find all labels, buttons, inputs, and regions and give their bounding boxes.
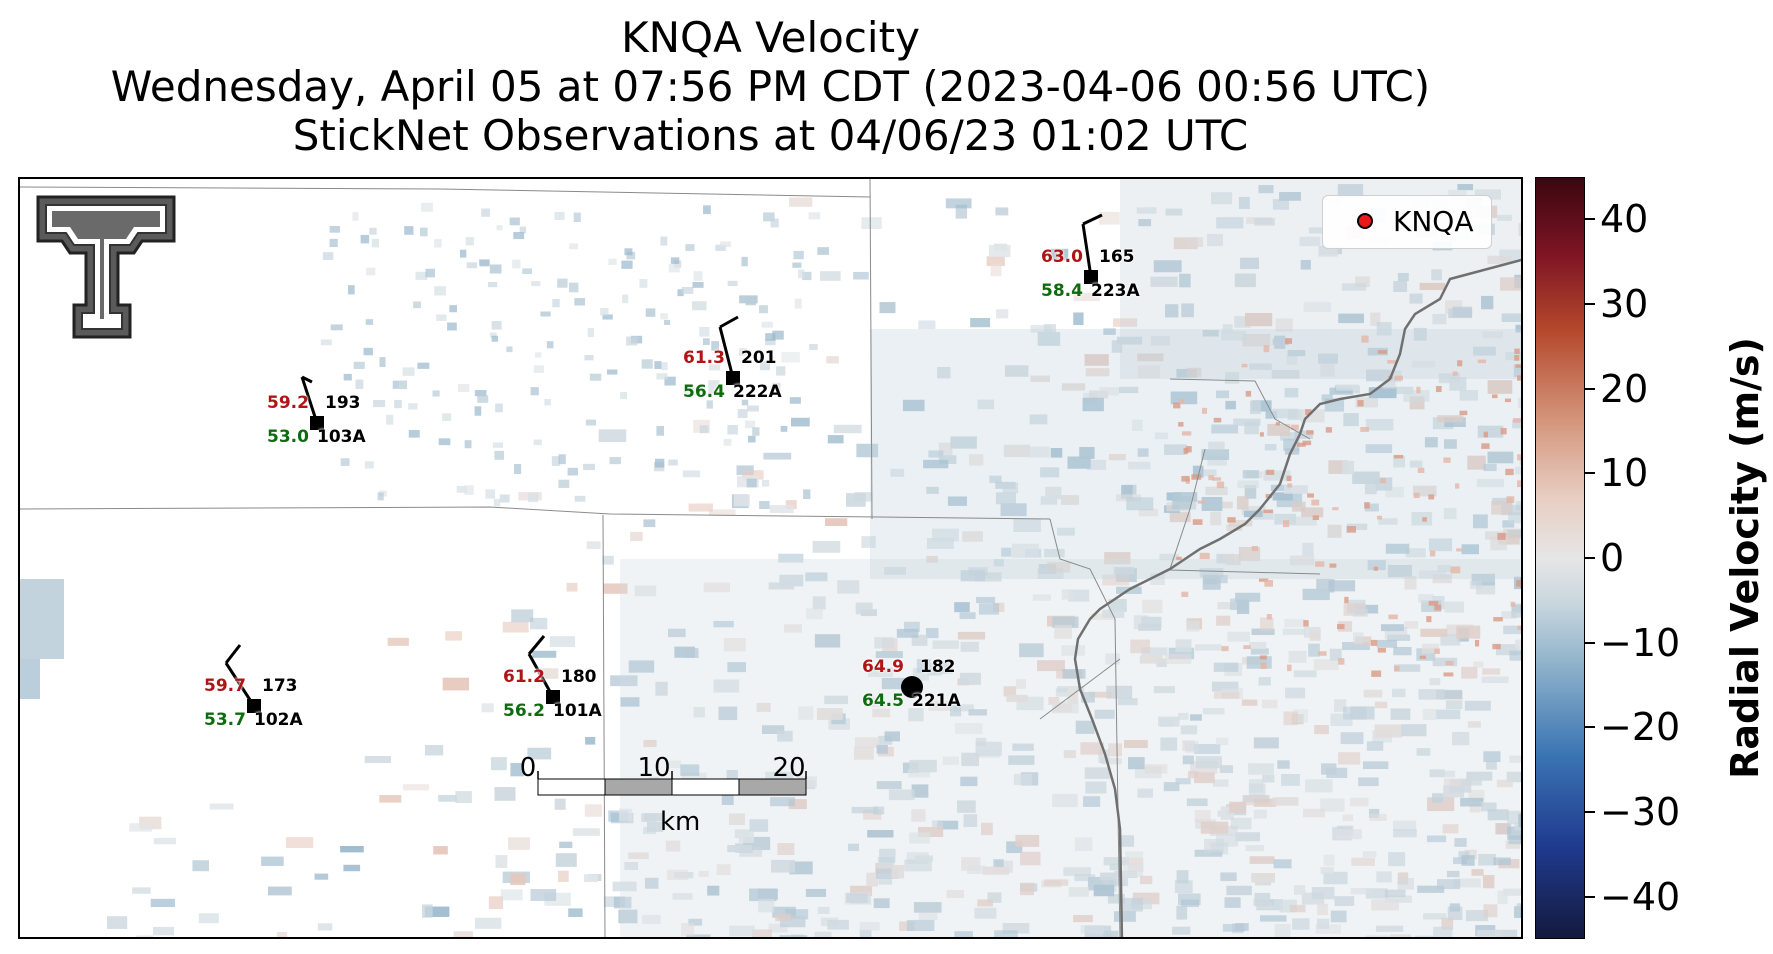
colorbar-tick-mark (1585, 895, 1595, 898)
wind-barb-flag (224, 644, 242, 664)
station-marker[interactable] (546, 690, 560, 704)
radar-site-marker[interactable] (901, 676, 923, 698)
station-temperature: 61.2 (503, 667, 545, 687)
colorbar-tick-label: −20 (1600, 705, 1681, 750)
legend-marker-icon (1357, 213, 1373, 229)
wind-barb-staff (300, 376, 319, 424)
scale-bar (537, 771, 807, 796)
station-id: 103A (317, 427, 366, 447)
colorbar-tick-label: 30 (1600, 282, 1649, 326)
scale-bar-tick-10: 10 (637, 753, 671, 783)
knqa-radar-site[interactable] (901, 676, 923, 698)
wind-barb-flag (719, 315, 739, 329)
state-boundary (1073, 258, 1521, 937)
station-temperature: 61.3 (683, 348, 725, 368)
map-legend: KNQA (1322, 195, 1492, 249)
station-marker[interactable] (310, 416, 324, 430)
station-dewpoint: 53.7 (204, 710, 246, 730)
station-dewpoint: 56.4 (683, 382, 725, 402)
wind-barb-flag (527, 635, 546, 655)
colorbar-tick-mark (1585, 218, 1595, 221)
scale-bar-unit: km (660, 807, 701, 837)
station-wind-direction: 173 (262, 676, 298, 696)
colorbar-tick-label: 0 (1600, 536, 1625, 580)
station-temperature: 59.2 (267, 393, 309, 413)
colorbar-tick-label: 20 (1600, 366, 1649, 411)
station-wind-direction: 165 (1099, 247, 1135, 267)
plot-subtitle-time: Wednesday, April 05 at 07:56 PM CDT (202… (110, 62, 1431, 111)
scale-bar-tick-20: 20 (772, 753, 806, 783)
wind-barb-staff (224, 662, 256, 707)
station-temperature: 59.7 (204, 676, 246, 696)
colorbar-tick-mark (1585, 303, 1595, 305)
colorbar-tick-mark (1585, 387, 1595, 390)
colorbar-tick-label: 10 (1600, 451, 1649, 496)
colorbar-tick-mark (1585, 726, 1595, 729)
station-wind-direction: 180 (561, 667, 597, 687)
plot-subtitle-observations: StickNet Observations at 04/06/23 01:02 … (292, 111, 1249, 160)
station-dewpoint: 64.5 (862, 691, 904, 711)
colorbar-tick-mark (1585, 557, 1595, 559)
station-dewpoint: 56.2 (503, 701, 545, 721)
velocity-field (20, 179, 1521, 937)
station-dewpoint: 58.4 (1041, 281, 1083, 301)
velocity-colorbar (1535, 177, 1585, 939)
wind-barb-staff (718, 326, 735, 379)
station-wind-direction: 182 (920, 657, 956, 677)
colorbar-tick-mark (1585, 641, 1595, 644)
wind-barb-flag (1082, 213, 1103, 226)
wind-barb-flag (301, 375, 313, 384)
station-dewpoint: 53.0 (267, 427, 309, 447)
station-temperature: 63.0 (1041, 247, 1083, 267)
wind-barb-staff (1081, 223, 1093, 278)
colorbar-tick-label: −10 (1600, 620, 1681, 665)
station-wind-direction: 193 (325, 393, 361, 413)
station-id: 222A (733, 382, 782, 402)
station-id: 102A (254, 710, 303, 730)
legend-label: KNQA (1393, 205, 1474, 238)
colorbar-tick-mark (1585, 472, 1595, 475)
radar-map[interactable] (18, 177, 1523, 939)
colorbar-tick-label: 40 (1600, 197, 1649, 242)
station-marker[interactable] (1084, 270, 1098, 284)
station-marker[interactable] (726, 371, 740, 385)
station-id: 221A (912, 691, 961, 711)
colorbar-tick-label: −30 (1600, 790, 1681, 834)
station-wind-direction: 201 (741, 348, 777, 368)
station-marker[interactable] (247, 699, 261, 713)
station-id: 101A (553, 701, 602, 721)
colorbar-tick-mark (1585, 811, 1595, 813)
plot-title: KNQA Velocity (621, 13, 920, 62)
station-temperature: 64.9 (862, 657, 904, 677)
scale-bar-tick-0: 0 (519, 753, 537, 783)
station-id: 223A (1091, 281, 1140, 301)
colorbar-tick-label: −40 (1600, 874, 1681, 919)
texas-tech-double-t-logo (36, 195, 176, 339)
sticknet-stations (224, 213, 1103, 713)
colorbar-label: Radial Velocity (m/s) (1723, 337, 1767, 779)
wind-barb-staff (527, 653, 555, 698)
radar-map-canvas (20, 179, 1521, 937)
